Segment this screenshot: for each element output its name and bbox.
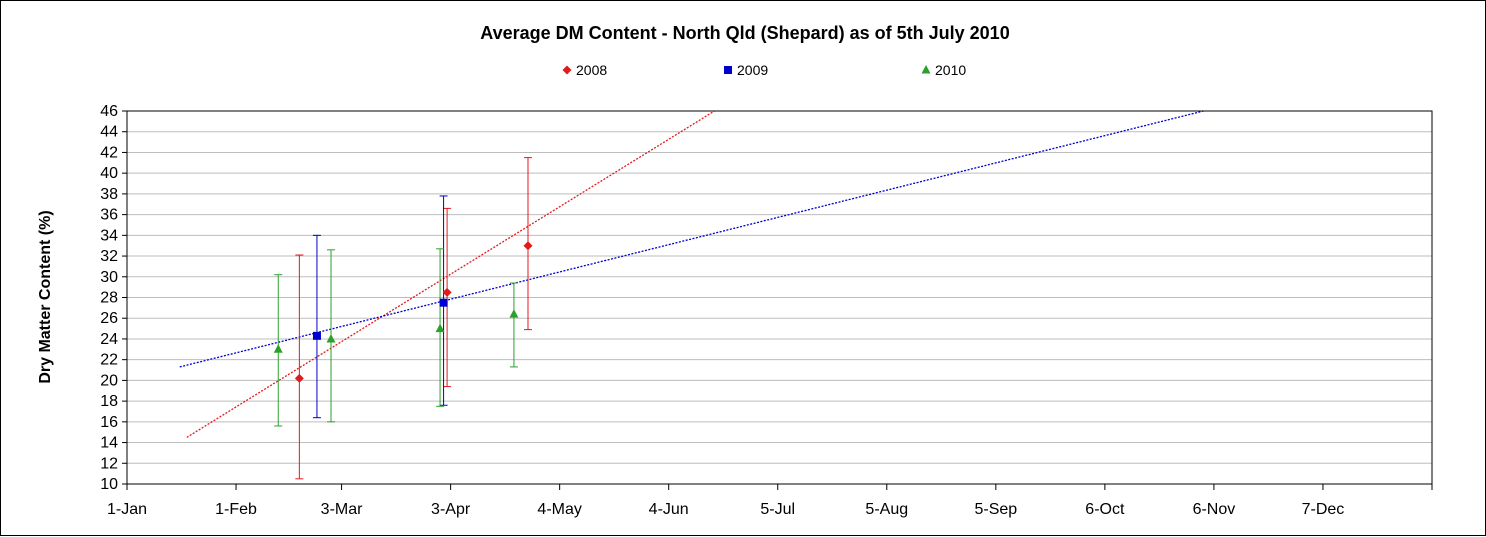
y-tick-label: 28	[100, 290, 118, 307]
legend-marker-2010	[921, 65, 931, 74]
point-2010	[326, 333, 336, 343]
chart-title: Average DM Content - North Qld (Shepard)…	[480, 23, 1009, 43]
x-tick-label: 3-Apr	[431, 501, 471, 518]
legend-label-2009: 2009	[737, 62, 768, 78]
y-tick-label: 20	[100, 372, 118, 389]
legend-marker-2009	[724, 66, 732, 74]
y-tick-label: 16	[100, 414, 118, 431]
y-tick-label: 14	[100, 435, 118, 452]
point-2008	[523, 241, 533, 251]
x-tick-label: 5-Sep	[974, 501, 1017, 518]
point-2009	[312, 331, 321, 340]
y-tick-labels: 10 12 14 16 18 20 22 24 26 28 30 32 34 36 38 40 42 44 46	[100, 103, 118, 493]
point-2010	[509, 309, 519, 318]
x-tick-label: 3-Mar	[321, 501, 363, 518]
y-tick-label: 38	[100, 186, 118, 203]
legend-label-2008: 2008	[576, 62, 607, 78]
y-tick-label: 34	[100, 227, 118, 244]
y-tick-label: 10	[100, 476, 118, 493]
x-tick-label: 7-Dec	[1302, 501, 1345, 518]
x-tick-label: 1-Feb	[215, 501, 257, 518]
legend-marker-2008	[562, 65, 572, 75]
point-2008	[294, 373, 304, 383]
legend-label-2010: 2010	[935, 62, 966, 78]
y-tick-label: 18	[100, 393, 118, 410]
y-tick-label: 40	[100, 165, 118, 182]
x-tick-label: 1-Jan	[107, 501, 147, 518]
plot-area-border	[126, 110, 1433, 485]
y-tick-label: 36	[100, 207, 118, 224]
legend: 2008 2009 2010	[562, 62, 966, 78]
y-tick-label: 24	[100, 331, 118, 348]
x-tick-label: 5-Jul	[760, 501, 795, 518]
trendlines	[179, 110, 1204, 438]
y-tick-label: 32	[100, 248, 118, 265]
data-markers	[273, 241, 533, 383]
y-tick-label: 22	[100, 352, 118, 369]
x-tick-labels: 1-Jan 1-Feb 3-Mar 3-Apr 4-May 4-Jun 5-Jul 5-Aug…	[107, 501, 1344, 518]
trendline-2009	[179, 110, 1204, 368]
y-tick-label: 12	[100, 455, 118, 472]
y-tick-label: 42	[100, 144, 118, 161]
point-2010	[273, 344, 283, 353]
y-tick-label: 44	[100, 124, 118, 141]
trendline-2008	[186, 110, 715, 438]
point-2008	[442, 287, 452, 297]
point-2009	[439, 298, 448, 307]
y-tick-label: 46	[100, 103, 118, 120]
x-tick-label: 5-Aug	[865, 501, 908, 518]
x-tick-label: 4-May	[537, 501, 581, 518]
gridlines	[127, 110, 1432, 485]
y-tick-label: 30	[100, 269, 118, 286]
x-tick-label: 6-Oct	[1085, 501, 1125, 518]
axes	[122, 110, 1433, 490]
x-tick-label: 4-Jun	[649, 501, 689, 518]
x-tick-label: 6-Nov	[1193, 501, 1236, 518]
y-axis-label: Dry Matter Content (%)	[37, 210, 54, 383]
point-2010	[435, 323, 445, 333]
y-tick-label: 26	[100, 310, 118, 327]
